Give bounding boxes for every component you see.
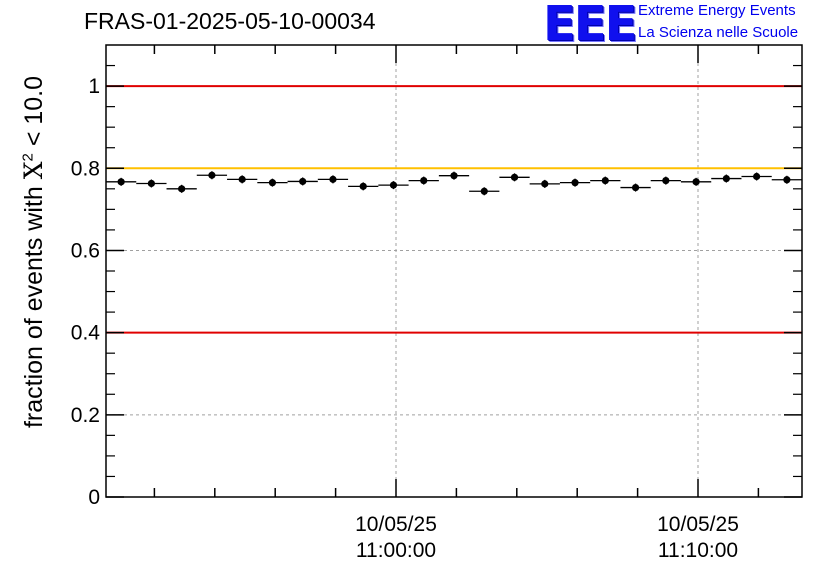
x-tick-label-time: 11:00:00 [356,539,436,562]
data-point [317,175,349,184]
x-tick-label-date: 10/05/25 [657,513,739,536]
point-marker [450,172,458,180]
data-point [559,178,591,187]
data-point [227,175,258,184]
point-marker [692,178,700,186]
data-point [741,172,772,181]
data-point [680,177,712,186]
y-tick-label: 0.2 [71,404,100,427]
point-marker [117,178,125,186]
data-point [378,181,409,190]
point-marker [389,181,398,189]
point-marker [753,172,761,181]
y-tick-label: 0.6 [71,239,100,262]
point-marker [510,173,519,181]
data-point [529,179,560,188]
data-point [438,171,470,180]
axis-ticks [106,45,802,498]
point-marker [178,185,186,193]
point-marker [359,182,367,190]
point-marker [147,179,155,188]
point-marker [541,180,549,188]
data-points [106,171,802,196]
data-point [650,176,681,185]
tick-labels: 0 0.2 0.4 0.6 0.8 1 10/05/25 11:00:00 10/05/25 11… [71,75,739,562]
y-tick-label: 1 [88,75,100,98]
point-marker [631,183,640,192]
y-tick-label: 0 [88,486,100,509]
x-tick-label-date: 10/05/25 [355,513,437,536]
point-marker [420,177,428,185]
data-point [771,175,802,184]
point-marker [299,177,307,186]
point-marker [783,176,791,184]
logo-text-line-2: La Scienza nelle Scuole [638,24,799,41]
logo-text-line-1: Extreme Energy Events [638,2,796,19]
data-point [106,177,137,186]
point-marker [601,177,609,185]
data-point [408,176,439,185]
data-point [136,179,167,188]
data-point [348,182,379,191]
point-marker [268,179,277,187]
data-point [469,187,500,196]
data-point [590,176,621,185]
point-marker [480,187,488,195]
eee-logo-mark: EEE [543,0,637,52]
chart-title: FRAS-01-2025-05-10-00034 [84,8,376,34]
point-marker [238,175,246,183]
reference-lines [106,85,802,334]
point-marker [329,175,337,183]
eee-logo: EEE Extreme Energy Events La Scienza nel… [543,0,833,52]
data-point [711,174,742,183]
data-point [620,183,651,192]
data-point [196,171,228,180]
grid-lines [106,45,802,497]
y-tick-label: 0.4 [71,322,101,345]
data-point [257,178,288,187]
data-point [166,184,197,193]
y-tick-label: 0.8 [71,157,100,180]
point-marker [722,174,730,183]
x-tick-label-time: 11:10:00 [658,539,738,562]
point-marker [662,177,670,185]
data-point [287,177,318,186]
point-marker [208,171,216,179]
point-marker [571,179,579,187]
data-point [499,173,530,182]
